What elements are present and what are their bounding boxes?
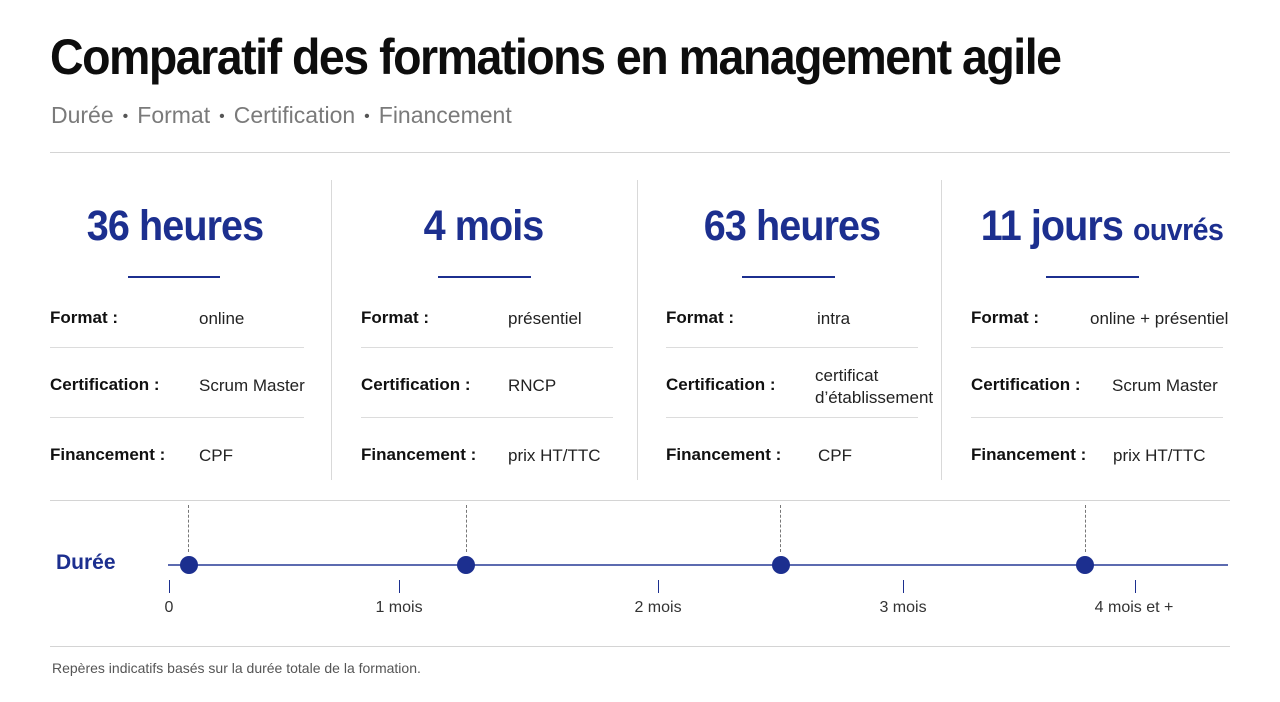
row-divider (971, 347, 1223, 348)
timeline-tick-label: 3 mois (879, 599, 927, 616)
financement-value: CPF (199, 446, 233, 465)
footnote: Repères indicatifs basés sur la durée to… (52, 660, 421, 676)
bullet-dot-icon: • (219, 108, 225, 125)
subtitle-item: Certification (233, 102, 356, 128)
financement-label: Financement : (361, 445, 477, 464)
headline-underline (438, 276, 531, 278)
certification-value: certificat d’établissement (815, 366, 934, 407)
headline-underline (128, 276, 220, 278)
financement-label: Financement : (50, 445, 166, 464)
card-duration-headline: 4 mois (423, 202, 545, 250)
timeline-tick-label: 0 (164, 599, 174, 616)
headline-underline (742, 276, 835, 278)
marker-connector (466, 505, 467, 552)
timeline-marker (180, 556, 198, 574)
subtitle: Durée • Format • Certification • Financement (51, 102, 512, 129)
certification-label: Certification : (361, 375, 471, 394)
timeline-marker (772, 556, 790, 574)
financement-label: Financement : (666, 445, 782, 464)
row-divider (50, 347, 304, 348)
format-label: Format : (50, 308, 118, 327)
timeline-tick-label: 2 mois (634, 599, 682, 616)
certification-label: Certification : (971, 375, 1081, 394)
headline-main: 11 jours (980, 202, 1124, 250)
marker-connector (780, 505, 781, 552)
financement-value: CPF (818, 446, 852, 465)
format-value: online + présentiel (1090, 309, 1229, 328)
subtitle-item: Format (137, 102, 211, 128)
column-divider (637, 180, 638, 480)
timeline-tick-label: 4 mois et + (1094, 599, 1174, 616)
headline-underline (1046, 276, 1139, 278)
subtitle-item: Financement (378, 102, 512, 128)
certification-label: Certification : (50, 375, 160, 394)
headline-suffix: ouvrés (1133, 212, 1224, 247)
column-divider (331, 180, 332, 480)
certification-value: Scrum Master (1112, 376, 1218, 395)
financement-value: prix HT/TTC (1113, 446, 1206, 465)
bullet-dot-icon: • (364, 108, 370, 125)
timeline-tick (399, 580, 400, 593)
marker-connector (188, 505, 189, 552)
timeline-label: Durée (56, 551, 116, 574)
timeline-tick-label: 1 mois (375, 599, 423, 616)
timeline-axis (168, 564, 1228, 566)
certification-label: Certification : (666, 375, 776, 394)
format-value: online (199, 309, 245, 328)
timeline-tick (1135, 580, 1136, 593)
header-divider (50, 152, 1230, 153)
column-divider (941, 180, 942, 480)
financement-value: prix HT/TTC (508, 446, 601, 465)
row-divider (666, 417, 918, 418)
row-divider (361, 347, 613, 348)
timeline-tick (658, 580, 659, 593)
timeline-marker (457, 556, 475, 574)
certification-value: Scrum Master (199, 376, 305, 395)
row-divider (971, 417, 1223, 418)
bullet-dot-icon: • (122, 108, 129, 125)
row-divider (361, 417, 613, 418)
format-label: Format : (361, 308, 429, 327)
footer-divider (50, 646, 1230, 647)
format-value: présentiel (508, 309, 582, 328)
card-duration-headline: 36 heures (86, 202, 264, 250)
marker-connector (1085, 505, 1086, 552)
format-label: Format : (971, 308, 1039, 327)
subtitle-item: Durée (51, 102, 114, 128)
format-label: Format : (666, 308, 734, 327)
row-divider (50, 417, 304, 418)
page-title: Comparatif des formations en management … (50, 29, 1062, 85)
card-duration-headline: 11 jours ouvrés (980, 202, 1224, 251)
format-value: intra (817, 309, 851, 328)
certification-value: RNCP (508, 376, 557, 395)
timeline-tick (903, 580, 904, 593)
row-divider (666, 347, 918, 348)
timeline-tick (169, 580, 170, 593)
financement-label: Financement : (971, 445, 1087, 464)
timeline-marker (1076, 556, 1094, 574)
timeline-top-divider (50, 500, 1230, 501)
card-duration-headline: 63 heures (703, 202, 881, 250)
